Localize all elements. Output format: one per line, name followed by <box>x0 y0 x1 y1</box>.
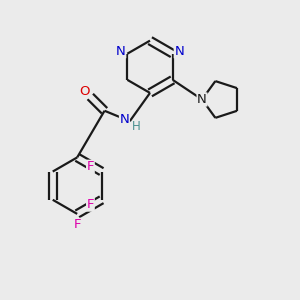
Text: N: N <box>174 45 184 58</box>
Text: H: H <box>132 120 141 133</box>
Text: N: N <box>120 113 129 126</box>
Text: F: F <box>87 198 94 211</box>
Text: O: O <box>80 85 90 98</box>
Text: N: N <box>116 45 126 58</box>
Text: N: N <box>197 93 207 106</box>
Text: F: F <box>74 218 81 231</box>
Text: F: F <box>87 160 94 173</box>
